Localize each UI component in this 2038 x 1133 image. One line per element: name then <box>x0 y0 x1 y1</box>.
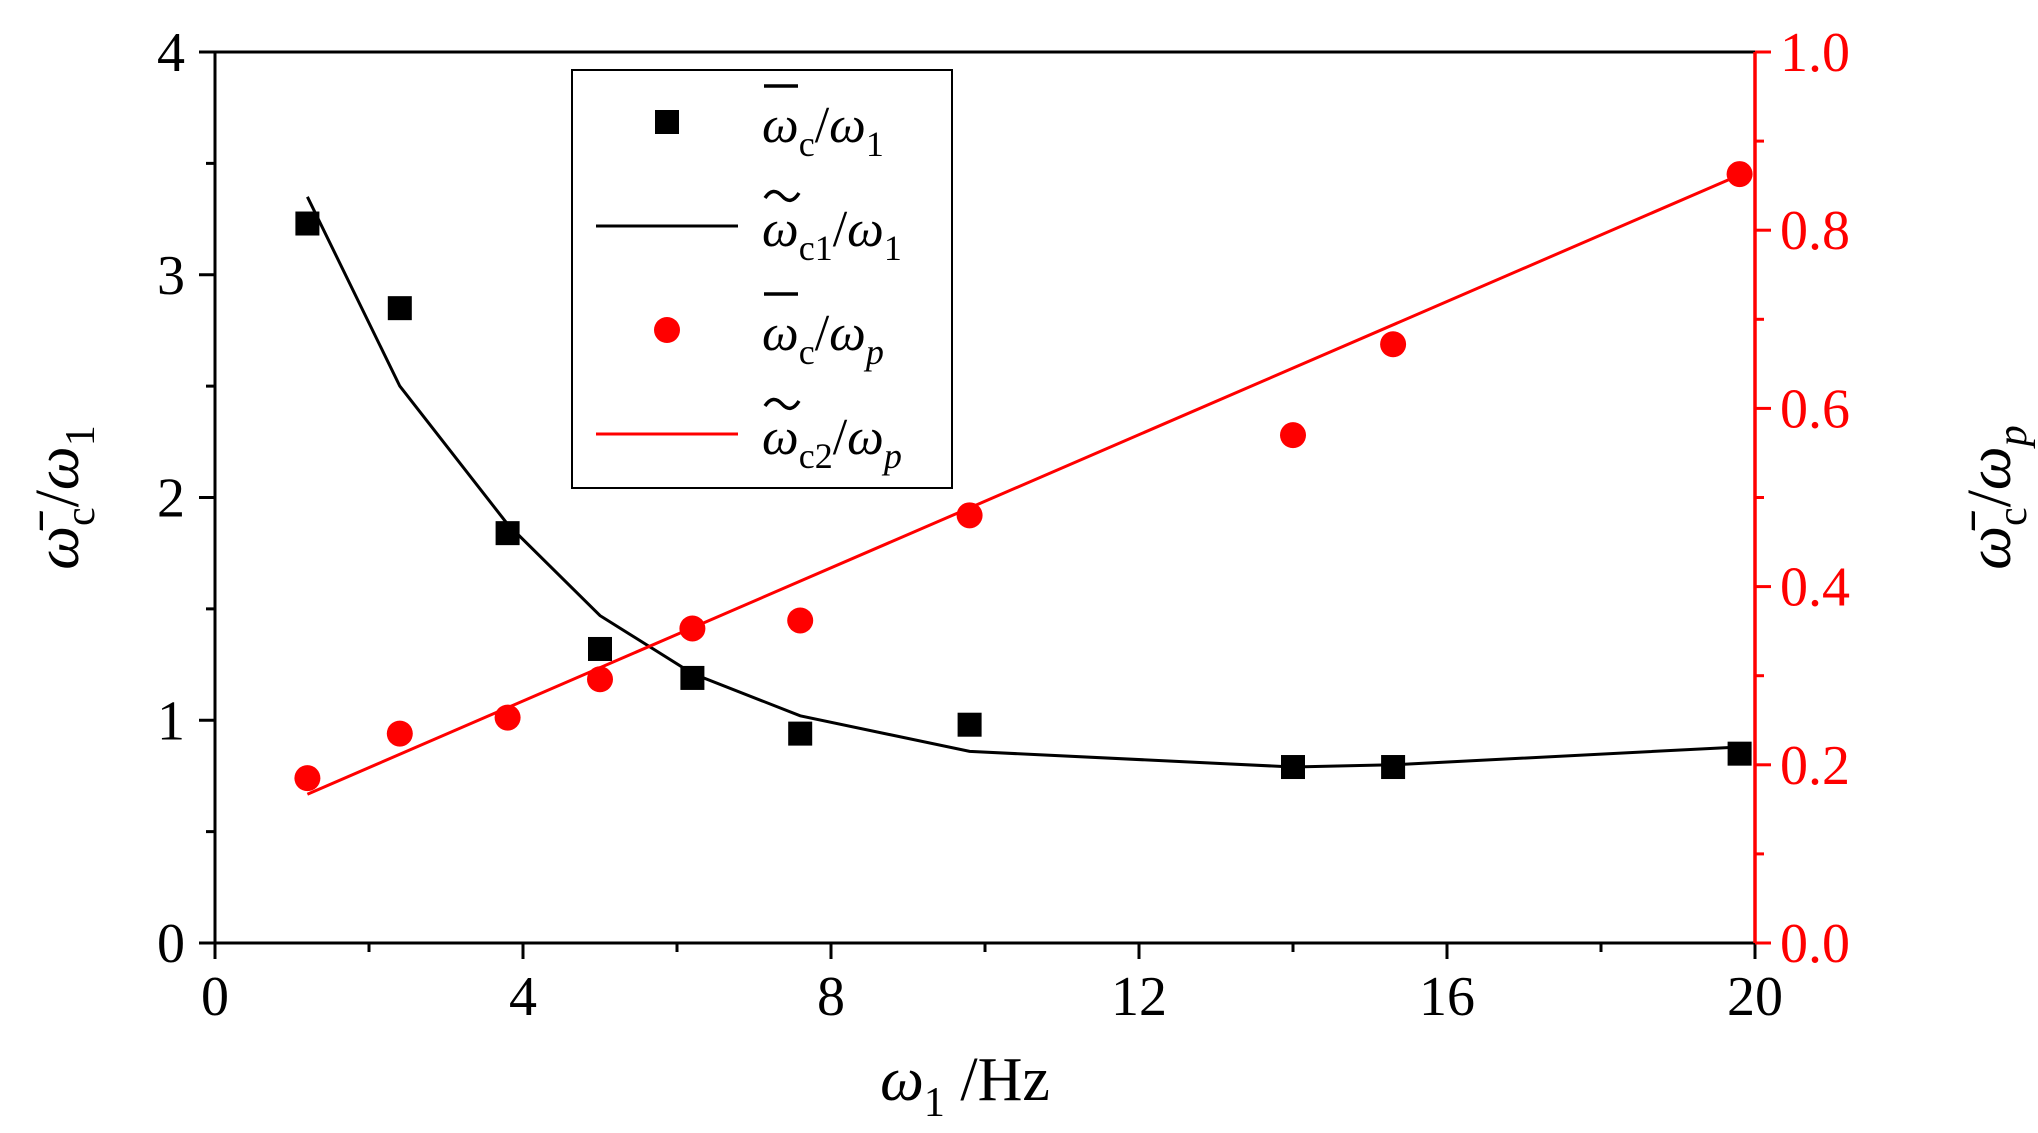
circle-marker <box>1380 331 1406 357</box>
circle-marker <box>1727 161 1753 187</box>
y-left-tick-label: 0 <box>157 913 185 975</box>
square-marker <box>588 637 612 661</box>
y-right-tick-label: 0.4 <box>1780 557 1850 619</box>
y-right-tick-label: 0.0 <box>1780 913 1850 975</box>
y-right-tick-label: 0.2 <box>1780 735 1850 797</box>
x-axis-title: ω1 /Hz <box>880 1046 1050 1126</box>
y-left-axis: 0 1 2 3 4 <box>157 22 215 975</box>
y-right-title: ω̄c/ωp <box>1956 425 2036 569</box>
x-tick-label: 8 <box>817 966 845 1028</box>
y-left-tick-label: 1 <box>157 690 185 752</box>
x-tick-label: 16 <box>1419 966 1475 1028</box>
circle-marker <box>957 502 983 528</box>
x-tick-label: 4 <box>509 966 537 1028</box>
legend-square-swatch <box>655 110 679 134</box>
circle-marker <box>787 607 813 633</box>
square-marker <box>788 722 812 746</box>
plot-frame <box>215 52 1755 943</box>
legend: ωc/ω1 ωc1/ω1 ωc/ωp ωc2/ωp <box>572 70 952 488</box>
square-marker <box>1381 755 1405 779</box>
legend-label: ωc2/ωp <box>762 409 902 476</box>
square-marker <box>1728 742 1752 766</box>
x-tick-label: 0 <box>201 966 229 1028</box>
x-tick-label: 12 <box>1111 966 1167 1028</box>
x-axis: 0 4 8 12 16 20 <box>201 943 1783 1028</box>
circle-marker <box>294 765 320 791</box>
circle-marker <box>387 721 413 747</box>
y-right-title-text: ω̄c/ωp <box>1956 425 2036 569</box>
series-layer <box>294 161 1752 794</box>
chart: 0 4 8 12 16 20 01234 0.00.20.40.60.81.0 ωc/ω1… <box>0 0 2038 1133</box>
circle-marker <box>1280 422 1306 448</box>
y-right-tick-label: 1.0 <box>1780 22 1850 84</box>
y-left-tick-label: 2 <box>157 468 185 530</box>
y-right-tick-label: 0.8 <box>1780 200 1850 262</box>
y-right-axis: 0.0 0.2 0.4 0.6 0.8 1.0 <box>1755 22 1850 975</box>
legend-label: ωc1/ω1 <box>762 201 902 268</box>
y-left-title-text: ω̄c/ω1 <box>24 425 104 569</box>
legend-circle-swatch <box>654 317 680 343</box>
y-left-tick-label: 4 <box>157 22 185 84</box>
series-line <box>307 175 1739 794</box>
series-3 <box>294 161 1752 791</box>
y-right-tick-label: 0.6 <box>1780 378 1850 440</box>
y-left-tick-label: 3 <box>157 245 185 307</box>
square-marker <box>958 713 982 737</box>
series-4 <box>307 175 1739 794</box>
series-line <box>307 197 1739 767</box>
y-left-title: ω̄c/ω1 <box>24 425 104 569</box>
legend-label: ωc/ωp <box>762 305 884 372</box>
square-marker <box>388 296 412 320</box>
x-tick-label: 20 <box>1727 966 1783 1028</box>
series-2 <box>307 197 1739 767</box>
series-1 <box>295 212 1751 780</box>
legend-label: ωc/ω1 <box>762 97 884 164</box>
